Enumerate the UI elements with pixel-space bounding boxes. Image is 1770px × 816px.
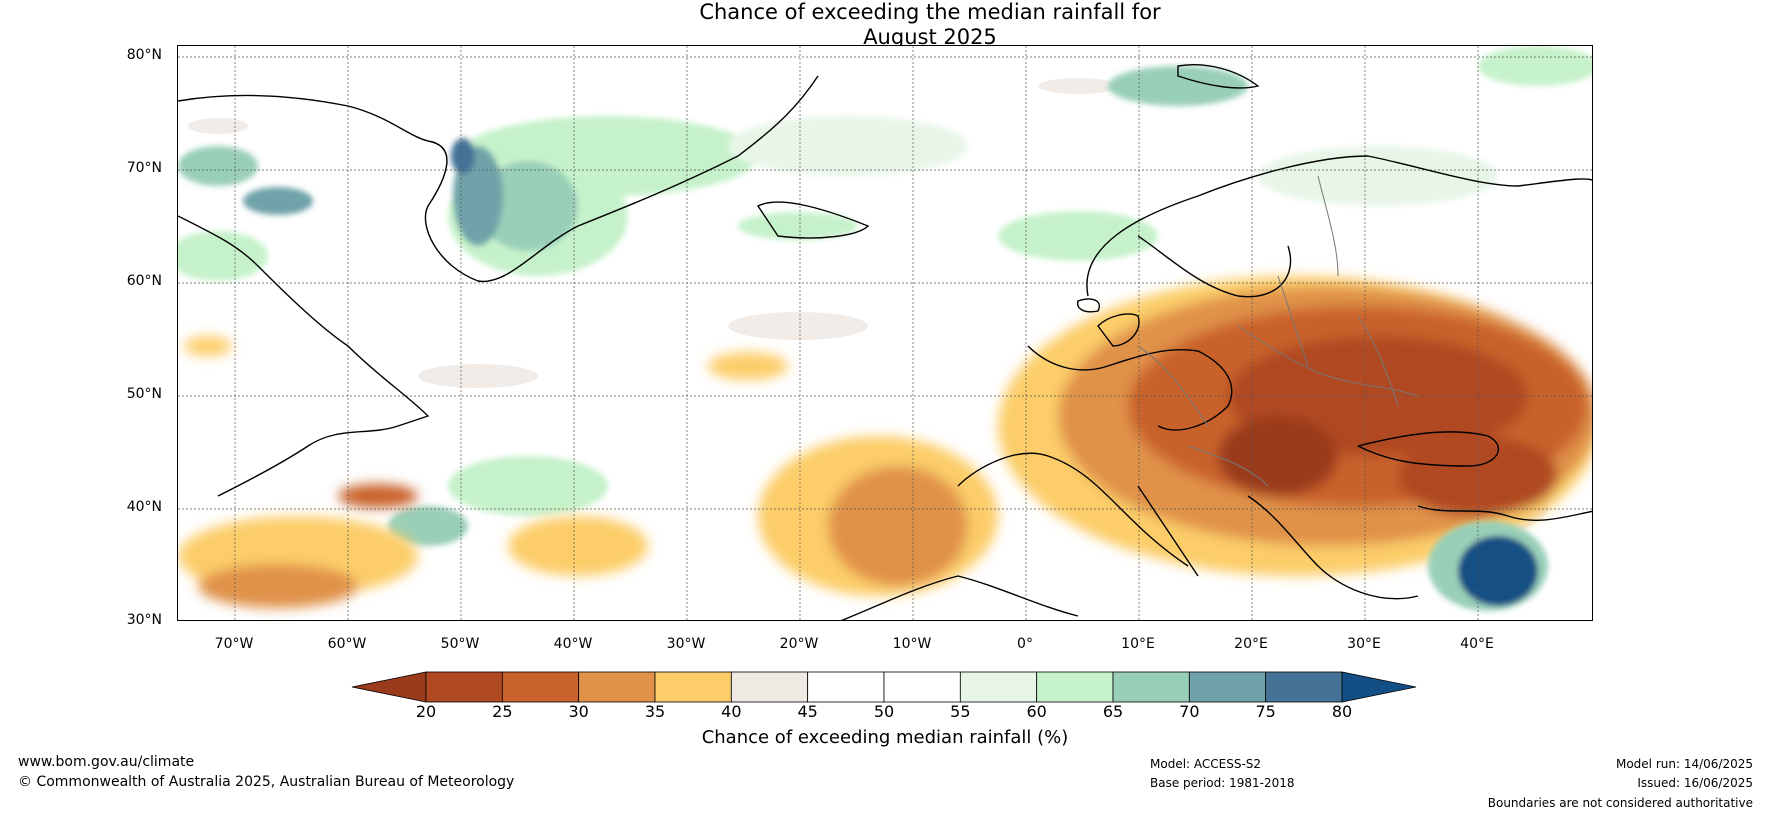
colorbar-tick-label: 35 bbox=[644, 702, 666, 721]
colorbar-tick-label: 20 bbox=[415, 702, 437, 721]
lon-label-30e: 30°E bbox=[1347, 636, 1381, 652]
colorbar-arrow-high bbox=[1341, 671, 1417, 703]
footer-issued: Issued: 16/06/2025 bbox=[1637, 776, 1753, 790]
country-borders bbox=[1137, 175, 1419, 487]
rainfall-map bbox=[177, 45, 1593, 621]
colorbar-segment bbox=[1188, 671, 1267, 703]
lon-label-10e: 10°E bbox=[1121, 636, 1155, 652]
lon-label-60w: 60°W bbox=[327, 636, 367, 652]
colorbar-segment bbox=[1036, 671, 1114, 703]
colorbar-segment bbox=[501, 671, 580, 703]
footer-disclaimer: Boundaries are not considered authoritat… bbox=[1487, 796, 1753, 810]
lon-label-0: 0° bbox=[1017, 636, 1033, 652]
colorbar-segments bbox=[351, 671, 1417, 703]
colorbar-tick-label: 40 bbox=[721, 702, 742, 721]
colorbar-tick-label: 65 bbox=[1102, 702, 1124, 721]
colorbar-tick-label: 55 bbox=[950, 702, 971, 721]
colorbar-segment bbox=[730, 671, 809, 703]
footer-model-run: Model run: 14/06/2025 bbox=[1615, 757, 1753, 771]
colorbar-segment bbox=[1112, 671, 1190, 703]
lat-label-60n: 60°N bbox=[126, 273, 162, 289]
wet-patch-east bbox=[1428, 521, 1548, 611]
lon-label-40e: 40°E bbox=[1460, 636, 1494, 652]
colorbar-segment bbox=[425, 671, 503, 703]
colorbar-segment bbox=[959, 671, 1038, 703]
lat-label-70n: 70°N bbox=[126, 160, 162, 176]
map-canvas bbox=[178, 46, 1592, 620]
lat-label-40n: 40°N bbox=[126, 499, 162, 515]
lon-label-40w: 40°W bbox=[553, 636, 593, 652]
lat-label-50n: 50°N bbox=[126, 386, 162, 402]
lat-label-30n: 30°N bbox=[126, 612, 162, 628]
colorbar-tick-label: 70 bbox=[1179, 702, 1200, 721]
colorbar-tick-label: 50 bbox=[873, 702, 895, 721]
colorbar-tick-label: 60 bbox=[1026, 702, 1047, 721]
colorbar-segment bbox=[1265, 671, 1343, 703]
footer-model: Model: ACCESS-S2 bbox=[1150, 757, 1262, 771]
colorbar-tick-label: 80 bbox=[1331, 702, 1353, 721]
colorbar-segment bbox=[578, 671, 656, 703]
colorbar-tick-label: 45 bbox=[797, 702, 818, 721]
title-line-1: Chance of exceeding the median rainfall … bbox=[699, 0, 1161, 24]
map-title: Chance of exceeding the median rainfall … bbox=[0, 0, 1770, 50]
lat-label-80n: 80°N bbox=[126, 47, 162, 63]
colorbar-tick-label: 25 bbox=[492, 702, 513, 721]
colorbar-segment bbox=[883, 671, 961, 703]
colorbar-segment bbox=[807, 671, 885, 703]
lon-label-30w: 30°W bbox=[666, 636, 706, 652]
colorbar-label: Chance of exceeding median rainfall (%) bbox=[701, 727, 1069, 748]
footer-website: www.bom.gov.au/climate bbox=[18, 754, 195, 770]
footer-copyright: © Commonwealth of Australia 2025, Austra… bbox=[18, 774, 515, 790]
footer-base-period: Base period: 1981-2018 bbox=[1150, 776, 1295, 790]
coastlines bbox=[178, 64, 1592, 620]
lon-label-50w: 50°W bbox=[440, 636, 480, 652]
colorbar-arrow-low bbox=[351, 671, 427, 703]
lon-label-10w: 10°W bbox=[892, 636, 932, 652]
lon-label-20e: 20°E bbox=[1234, 636, 1268, 652]
colorbar-segment bbox=[654, 671, 732, 703]
lon-label-70w: 70°W bbox=[214, 636, 254, 652]
colorbar-tick-label: 30 bbox=[568, 702, 589, 721]
lon-label-20w: 20°W bbox=[779, 636, 819, 652]
colorbar-tick-label: 75 bbox=[1255, 702, 1276, 721]
